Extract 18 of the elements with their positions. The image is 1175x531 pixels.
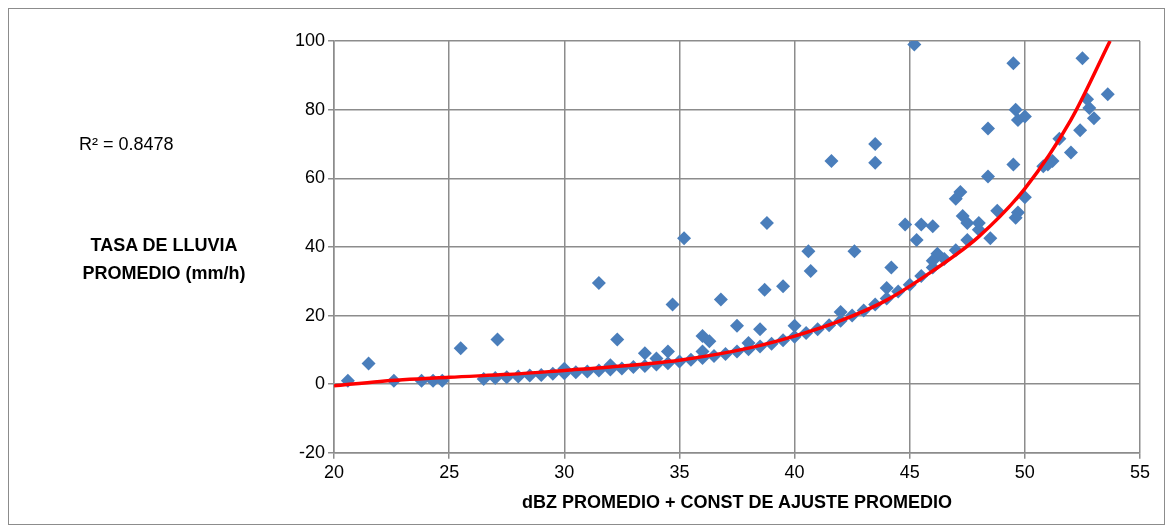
y-tick-label: 0 [315,373,326,394]
y-axis-title: TASA DE LLUVIA PROMEDIO (mm/h) [81,234,247,285]
x-tick-label: 45 [899,461,920,482]
x-tick-label: 35 [669,461,690,482]
x-tick-label: 25 [439,461,460,482]
y-tick-label: 100 [294,29,326,50]
y-tick-label: 20 [305,304,326,325]
x-axis-title: dBZ PROMEDIO + CONST DE AJUSTE PROMEDIO [522,492,952,513]
y-tick-label: 60 [305,167,326,188]
x-tick-label: 20 [324,461,345,482]
x-tick-label: 55 [1129,461,1151,482]
y-tick-label: 40 [305,235,326,256]
text: R² = 0.8478 [79,134,174,155]
x-tick-label: 40 [784,461,805,482]
y-tick-label: 80 [305,98,326,119]
x-tick-label: 30 [554,461,575,482]
y-tick-label: -20 [299,441,326,462]
x-tick-label: 50 [1014,461,1035,482]
